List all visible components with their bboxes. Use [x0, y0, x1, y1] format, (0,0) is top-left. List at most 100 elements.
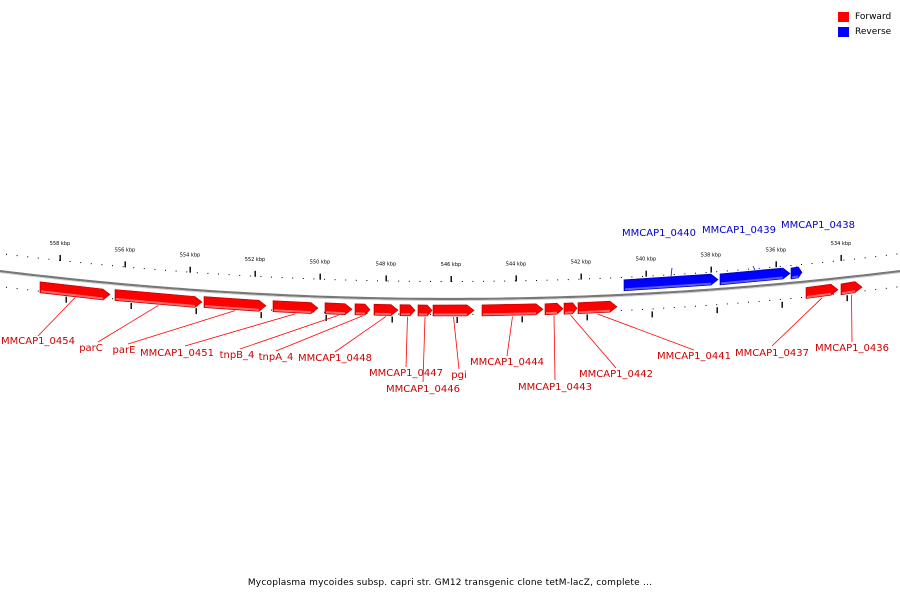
- gene-shade: [545, 311, 558, 315]
- minor-tick-bottom: [716, 304, 718, 306]
- map-caption: Mycoplasma mycoides subsp. capri str. GM…: [247, 578, 653, 588]
- gene-label-pgi[interactable]: pgi: [451, 370, 466, 381]
- gene-arrow-MMCAP1_0454[interactable]: [39, 281, 111, 301]
- minor-tick-bottom: [631, 309, 633, 311]
- minor-tick-bottom: [695, 305, 696, 307]
- gene-label-MMCAP1_0446[interactable]: MMCAP1_0446: [386, 384, 460, 395]
- gene-arrow-MMCAP1_0438[interactable]: [790, 266, 803, 280]
- minor-tick-top: [196, 272, 198, 274]
- minor-tick-top: [249, 275, 251, 277]
- gene-arrow-MMCAP1_0440[interactable]: [623, 273, 719, 292]
- minor-tick-top: [790, 265, 792, 266]
- minor-tick-top: [218, 273, 219, 275]
- gene-label-MMCAP1_0437[interactable]: MMCAP1_0437: [735, 348, 809, 359]
- scale-label: 538 kbp: [701, 253, 721, 259]
- major-tick-bottom: [781, 301, 783, 308]
- gene-arrow-tnpA_4[interactable]: [354, 303, 371, 316]
- minor-tick-bottom: [673, 307, 675, 309]
- gene-label-MMCAP1_0444[interactable]: MMCAP1_0444: [470, 357, 544, 368]
- scale-label: 558 kbp: [50, 241, 70, 247]
- minor-tick-top: [281, 277, 283, 279]
- gene-arrow-MMCAP1_0439[interactable]: [719, 267, 791, 286]
- gene-label-MMCAP1_0440[interactable]: MMCAP1_0440: [622, 228, 696, 239]
- gene-arrow-MMCAP1_0443[interactable]: [544, 302, 564, 316]
- gene-label-tnpA_4[interactable]: tnpA_4: [259, 352, 294, 363]
- minor-tick-top: [112, 265, 113, 267]
- minor-tick-top: [271, 276, 272, 278]
- minor-tick-top: [875, 256, 877, 258]
- minor-tick-top: [472, 280, 474, 282]
- gene-label-MMCAP1_0443[interactable]: MMCAP1_0443: [518, 382, 592, 393]
- gene-label-MMCAP1_0436[interactable]: MMCAP1_0436: [815, 343, 889, 354]
- minor-tick-top: [652, 275, 654, 277]
- minor-tick-top: [408, 280, 410, 282]
- minor-tick-bottom: [779, 299, 781, 300]
- minor-tick-bottom: [726, 303, 728, 305]
- minor-tick-top: [610, 277, 612, 279]
- minor-tick-bottom: [271, 309, 272, 311]
- gene-arrow-pgi[interactable]: [432, 304, 475, 317]
- gene-label-MMCAP1_0442[interactable]: MMCAP1_0442: [579, 369, 653, 380]
- gene-leader-line: [275, 315, 363, 352]
- minor-tick-bottom: [398, 313, 400, 315]
- minor-tick-top: [896, 253, 898, 255]
- minor-tick-top: [366, 280, 368, 281]
- minor-tick-bottom: [896, 286, 898, 288]
- gene-label-tnpB_4[interactable]: tnpB_4: [220, 350, 255, 361]
- minor-tick-top: [16, 255, 18, 257]
- minor-tick-top: [387, 280, 389, 282]
- gene-arrow-MMCAP1_0447[interactable]: [399, 304, 416, 317]
- minor-tick-top: [525, 280, 527, 282]
- gene-label-MMCAP1_0448[interactable]: MMCAP1_0448: [298, 353, 372, 364]
- minor-tick-top: [578, 278, 580, 280]
- gene-arrow-parC[interactable]: [114, 289, 203, 308]
- minor-tick-top: [355, 279, 357, 281]
- scale-label: 544 kbp: [506, 261, 526, 267]
- minor-tick-bottom: [27, 289, 29, 291]
- minor-tick-top: [461, 281, 463, 282]
- forward-swatch-icon: [838, 11, 849, 22]
- major-tick-bottom: [260, 312, 262, 319]
- gene-label-MMCAP1_0439[interactable]: MMCAP1_0439: [702, 225, 776, 236]
- gene-arrow-MMCAP1_0448[interactable]: [373, 303, 399, 316]
- gene-label-MMCAP1_0451[interactable]: MMCAP1_0451: [140, 348, 214, 359]
- major-tick-bottom: [456, 317, 458, 323]
- gene-arrow-MMCAP1_0442[interactable]: [563, 302, 578, 315]
- gene-arrow-MMCAP1_0446[interactable]: [417, 304, 433, 317]
- legend: Forward Reverse: [838, 9, 891, 39]
- gene-leader-line: [597, 313, 695, 351]
- gene-label-MMCAP1_0454[interactable]: MMCAP1_0454: [1, 336, 75, 347]
- scale-label: 546 kbp: [441, 262, 461, 268]
- gene-arrow-MMCAP1_0437[interactable]: [805, 283, 839, 299]
- minor-tick-top: [175, 270, 177, 272]
- gene-label-parE[interactable]: parE: [113, 345, 136, 356]
- minor-tick-top: [324, 278, 325, 280]
- minor-tick-top: [726, 270, 728, 272]
- minor-tick-bottom: [885, 287, 887, 289]
- minor-tick-top: [430, 280, 431, 282]
- minor-tick-top: [398, 280, 400, 282]
- major-tick-bottom: [846, 295, 848, 302]
- minor-tick-bottom: [642, 308, 643, 310]
- minor-tick-top: [69, 261, 71, 262]
- gene-label-MMCAP1_0441[interactable]: MMCAP1_0441: [657, 351, 731, 362]
- genome-backbone: [0, 270, 900, 301]
- minor-tick-top: [758, 267, 760, 269]
- gene-leader-line: [239, 314, 339, 350]
- minor-tick-bottom: [864, 290, 866, 292]
- gene-label-parC[interactable]: parC: [79, 343, 103, 354]
- gene-label-MMCAP1_0447[interactable]: MMCAP1_0447: [369, 368, 443, 379]
- gene-arrow-MMCAP1_0436[interactable]: [840, 281, 863, 296]
- minor-tick-bottom: [37, 290, 39, 292]
- gene-shade: [204, 305, 260, 311]
- major-tick-bottom: [391, 316, 393, 323]
- minor-tick-top: [536, 280, 537, 281]
- minor-tick-top: [779, 266, 781, 267]
- gene-leader-line: [851, 294, 853, 343]
- scale-ticks: 558 kbp 556 kbp 554 kbp 552 kbp 550 kbp 548 k…: [6, 241, 898, 323]
- gene-label-MMCAP1_0438[interactable]: MMCAP1_0438: [781, 220, 855, 231]
- gene-leader-line: [97, 304, 159, 343]
- minor-tick-top: [419, 280, 421, 282]
- minor-tick-top: [801, 264, 802, 265]
- gene-leader-line: [37, 297, 76, 337]
